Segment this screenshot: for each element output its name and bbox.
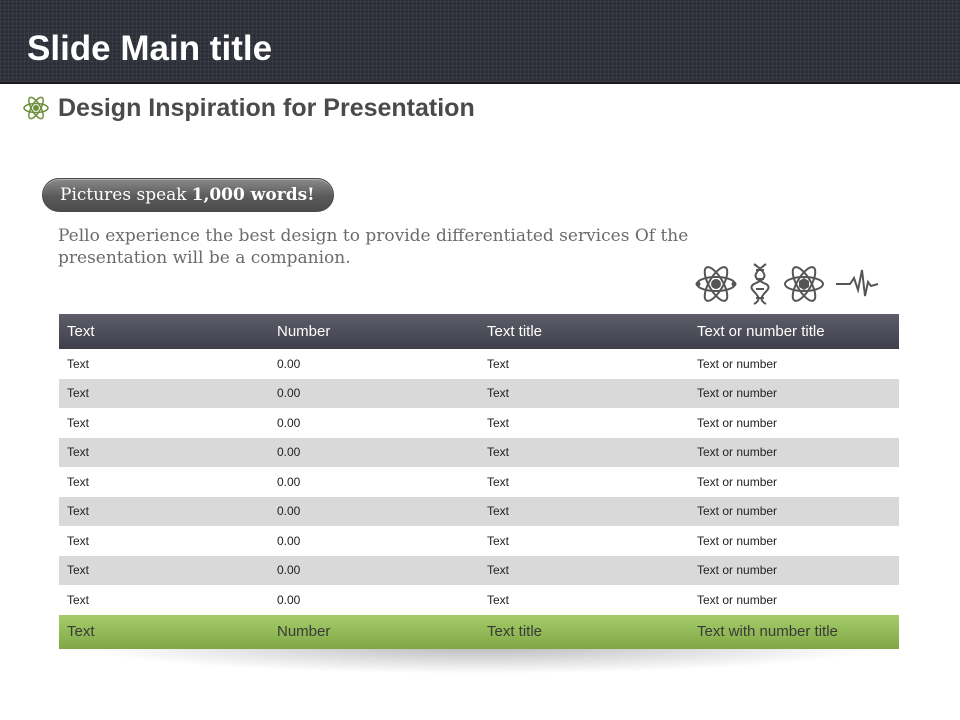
table-cell: 0.00 — [277, 386, 301, 401]
footer-cell: Text with number title — [697, 623, 838, 640]
atom-hexagon-icon — [784, 266, 824, 302]
table-row: Text 0.00 Text Text or number — [59, 467, 899, 497]
table-cell: Text — [487, 563, 510, 578]
table-row: Text 0.00 Text Text or number — [59, 555, 899, 585]
table-cell: Text — [487, 445, 510, 460]
header-cell: Number — [277, 323, 331, 340]
slide-subtitle: Design Inspiration for Presentation — [58, 93, 475, 122]
table-row: Text 0.00 Text Text or number — [59, 349, 899, 379]
table-row: Text 0.00 Text Text or number — [59, 378, 899, 408]
table-cell: Text or number — [697, 356, 778, 371]
table-cell: 0.00 — [277, 533, 301, 548]
header-cell: Text title — [487, 323, 543, 340]
table-cell: Text or number — [697, 445, 778, 460]
pill-text: Pictures speak — [60, 185, 187, 205]
table-shadow — [80, 646, 880, 674]
icon-strip — [694, 262, 894, 306]
table-cell: Text — [487, 504, 510, 519]
table-cell: 0.00 — [277, 356, 301, 371]
table-cell: 0.00 — [277, 474, 301, 489]
pill-bold-text: 1,000 words! — [191, 185, 315, 205]
table-cell: Text — [67, 415, 90, 430]
atom-icon — [23, 96, 49, 120]
table-cell: Text or number — [697, 474, 778, 489]
table-cell: Text — [487, 474, 510, 489]
table-cell: Text — [67, 504, 90, 519]
header-cell: Text or number title — [697, 323, 825, 340]
table-cell: 0.00 — [277, 563, 301, 578]
table-cell: Text — [487, 592, 510, 607]
table-cell: Text — [67, 356, 90, 371]
table-cell: 0.00 — [277, 415, 301, 430]
table-cell: 0.00 — [277, 445, 301, 460]
table-cell: Text — [67, 445, 90, 460]
table-cell: Text — [487, 386, 510, 401]
pictures-speak-pill: Pictures speak 1,000 words! — [42, 178, 334, 212]
slide-main-title: Slide Main title — [27, 29, 273, 68]
table-cell: Text — [67, 563, 90, 578]
heartbeat-icon — [836, 269, 879, 297]
table-cell: Text or number — [697, 592, 778, 607]
table-cell: Text — [67, 592, 90, 607]
atom-icon — [695, 266, 737, 302]
table-row: Text 0.00 Text Text or number — [59, 496, 899, 526]
table-cell: Text — [487, 533, 510, 548]
subtitle-row: Design Inspiration for Presentation — [22, 92, 475, 124]
footer-cell: Text — [67, 623, 95, 640]
table-cell: Text — [67, 386, 90, 401]
table-row: Text 0.00 Text Text or number — [59, 526, 899, 556]
table-cell: Text — [67, 474, 90, 489]
description-text: Pello experience the best design to prov… — [58, 226, 689, 268]
footer-cell: Text title — [487, 623, 543, 640]
table-row: Text 0.00 Text Text or number — [59, 585, 899, 615]
dna-icon — [750, 263, 770, 305]
table-cell: Text or number — [697, 563, 778, 578]
table-cell: 0.00 — [277, 504, 301, 519]
table-cell: Text — [487, 356, 510, 371]
table-footer-row: Text Number Text title Text with number … — [59, 614, 899, 649]
table-cell: Text or number — [697, 386, 778, 401]
table-cell: Text — [67, 533, 90, 548]
table-row: Text 0.00 Text Text or number — [59, 408, 899, 438]
data-table: Text Number Text title Text or number ti… — [59, 314, 899, 649]
table-cell: Text or number — [697, 533, 778, 548]
table-header-row: Text Number Text title Text or number ti… — [59, 314, 899, 349]
table-cell: Text — [487, 415, 510, 430]
table-cell: Text or number — [697, 504, 778, 519]
table-cell: Text or number — [697, 415, 778, 430]
table-row: Text 0.00 Text Text or number — [59, 437, 899, 467]
title-bar: Slide Main title — [0, 0, 960, 84]
header-cell: Text — [67, 323, 95, 340]
footer-cell: Number — [277, 623, 331, 640]
table-cell: 0.00 — [277, 592, 301, 607]
